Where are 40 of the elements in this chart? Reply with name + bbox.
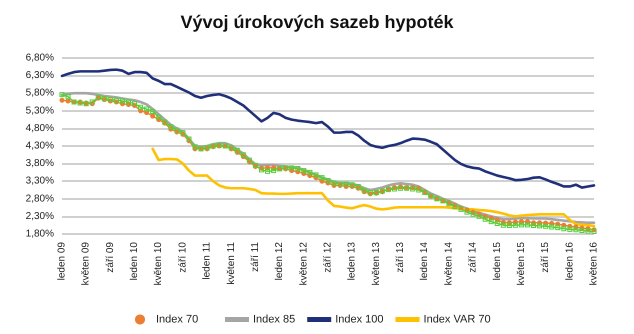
y-tick-label: 6,80%: [26, 52, 54, 64]
x-tick-label: leden 13: [346, 242, 358, 280]
x-tick-label: září 14: [468, 242, 479, 273]
y-tick-label: 4,30%: [26, 140, 54, 152]
x-tick-label: leden 14: [419, 242, 430, 280]
y-tick-label: 6,30%: [26, 70, 54, 82]
y-tick-label: 3,80%: [26, 158, 54, 170]
x-tick-label: leden 10: [129, 242, 140, 280]
x-tick-label: květen 09: [80, 242, 92, 286]
y-tick-label: 1,80%: [26, 228, 54, 240]
x-tick-label: září 09: [104, 242, 116, 273]
y-tick-label: 5,30%: [26, 105, 54, 116]
y-tick-label: 2,30%: [26, 210, 54, 222]
legend-label: Index 100: [335, 314, 384, 326]
x-tick-label: září 15: [540, 242, 552, 273]
legend-label: Index 70: [156, 314, 198, 326]
x-tick-label: květen 11: [226, 242, 237, 285]
x-tick-label: leden 16: [564, 242, 576, 280]
x-tick-label: květen 13: [370, 242, 382, 286]
x-tick-label: květen 10: [153, 242, 164, 286]
x-tick-label: květen 15: [516, 242, 527, 286]
legend-label: Index 85: [253, 314, 296, 326]
x-tick-label: leden 11: [202, 242, 213, 280]
x-tick-label: leden 15: [492, 242, 503, 280]
x-tick-label: leden 09: [56, 242, 68, 280]
y-tick-label: 4,80%: [26, 122, 54, 134]
x-tick-label: květen 16: [588, 242, 600, 286]
y-tick-label: 5,80%: [26, 88, 54, 99]
x-tick-label: září 11: [250, 242, 261, 272]
chart-title: Vývoj úrokových sazeb hypoték: [180, 12, 455, 32]
x-tick-label: září 10: [177, 242, 188, 273]
x-tick-label: květen 14: [443, 242, 454, 286]
x-tick-label: květen 12: [298, 242, 310, 286]
x-tick-label: září 12: [322, 242, 334, 273]
y-tick-label: 3,30%: [26, 176, 54, 187]
y-tick-label: 2,80%: [26, 193, 54, 204]
legend-label: Index VAR 70: [424, 314, 491, 326]
x-tick-label: září 13: [395, 242, 406, 273]
x-tick-label: leden 12: [274, 242, 286, 280]
line-series: [60, 68, 596, 189]
